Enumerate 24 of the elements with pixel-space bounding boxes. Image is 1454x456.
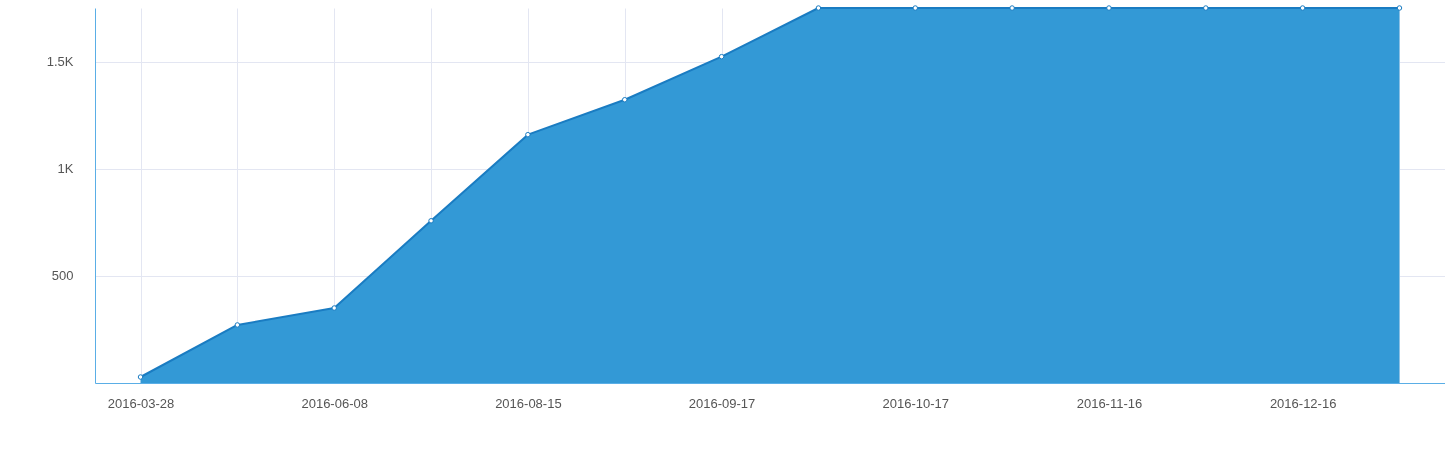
point (1396, 5, 1403, 11)
point (1106, 5, 1112, 11)
point (718, 53, 725, 60)
point (137, 374, 144, 380)
point (234, 322, 241, 328)
point (1009, 5, 1015, 11)
point (1299, 5, 1306, 11)
x-tick-label: 2016-06-08 (301, 395, 368, 411)
x-tick-label: 2016-10-17 (882, 395, 950, 411)
x-tick-label: 2016-12-16 (1269, 395, 1337, 411)
point (912, 5, 918, 11)
x-tick-label: 2016-03-28 (107, 395, 175, 411)
y-tick-label: 1K (57, 161, 74, 177)
point (428, 218, 434, 224)
x-tick-label: 2016-09-17 (688, 395, 756, 411)
point (622, 96, 628, 103)
point (331, 305, 337, 311)
x-tick-label: 2016-11-16 (1076, 395, 1143, 411)
point (525, 131, 531, 138)
y-tick-label: 1.5K (46, 54, 74, 70)
x-tick-label: 2016-08-15 (495, 395, 562, 411)
y-tick-label: 500 (51, 268, 74, 284)
point (1203, 5, 1209, 11)
point (815, 5, 822, 11)
